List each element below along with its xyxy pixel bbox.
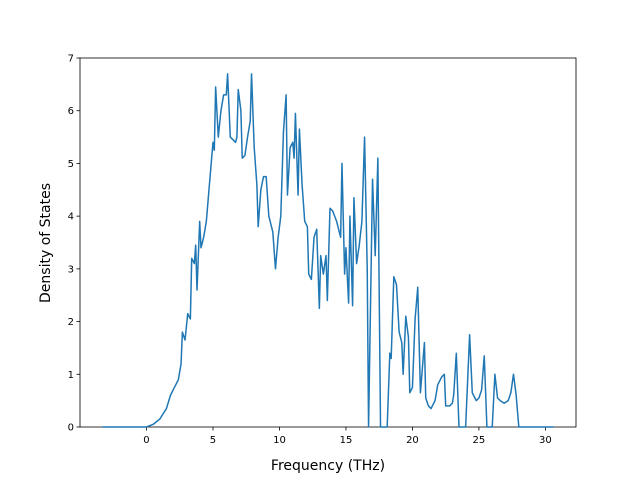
x-tick-label: 25 <box>473 435 486 446</box>
y-axis-label: Density of States <box>38 183 54 303</box>
y-tick-label: 4 <box>68 212 74 223</box>
x-axis-label: Frequency (THz) <box>271 458 385 474</box>
y-tick-label: 0 <box>68 423 74 434</box>
y-tick-label: 7 <box>68 54 74 65</box>
y-tick-label: 3 <box>68 264 74 275</box>
x-tick-label: 5 <box>210 435 216 446</box>
x-tick-label: 30 <box>539 435 552 446</box>
x-tick-label: 0 <box>143 435 149 446</box>
y-tick-label: 6 <box>68 106 74 117</box>
axes-frame <box>79 57 577 428</box>
y-tick-label: 5 <box>68 159 74 170</box>
x-tick-label: 10 <box>273 435 286 446</box>
y-tick-label: 2 <box>68 317 74 328</box>
x-tick-label: 15 <box>340 435 353 446</box>
x-tick-label: 20 <box>406 435 419 446</box>
line-series <box>102 73 554 428</box>
y-tick-label: 1 <box>68 370 74 381</box>
